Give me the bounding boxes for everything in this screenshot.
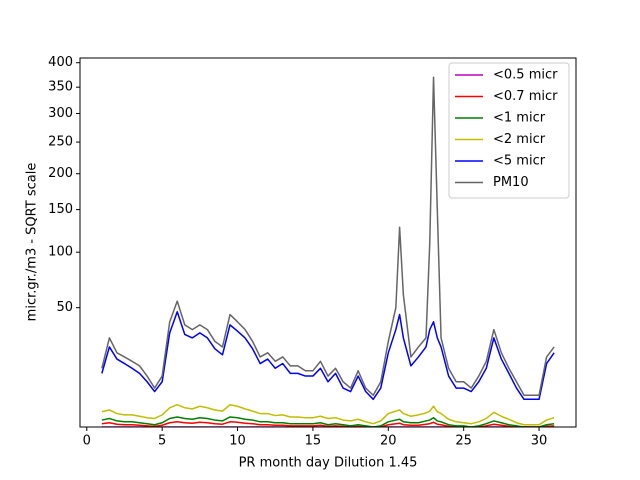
y-tick-label: 400 bbox=[48, 55, 73, 70]
series-line bbox=[101, 403, 555, 426]
legend-label: <5 micr bbox=[493, 154, 546, 169]
legend: <0.5 micr <0.7 micr <1 micr <2 micr <5 micr P… bbox=[448, 62, 570, 199]
x-tick-label: 30 bbox=[531, 434, 548, 449]
legend-label: <2 micr bbox=[493, 132, 546, 147]
axes-frame bbox=[79, 57, 577, 428]
x-tick-label: 0 bbox=[83, 434, 91, 449]
x-axis-label: PR month day Dilution 1.45 bbox=[239, 456, 418, 471]
legend-label: <0.5 micr bbox=[493, 68, 558, 83]
y-tick-label: 350 bbox=[48, 80, 73, 95]
series-line bbox=[101, 76, 555, 397]
series-line bbox=[101, 311, 555, 401]
y-axis-label: micr.gr./m3 - SQRT scale bbox=[25, 163, 40, 322]
y-tick-label: 250 bbox=[48, 135, 73, 150]
legend-label: <0.7 micr bbox=[493, 89, 558, 104]
x-tick-label: 25 bbox=[455, 434, 472, 449]
y-tick-label: 150 bbox=[48, 202, 73, 217]
legend-label: <1 micr bbox=[493, 111, 546, 126]
y-tick-label: 100 bbox=[48, 245, 73, 260]
series-line bbox=[101, 421, 555, 427]
x-tick-label: 15 bbox=[305, 434, 322, 449]
y-tick-label: 200 bbox=[48, 166, 73, 181]
y-tick-label: 300 bbox=[48, 106, 73, 121]
x-tick-label: 10 bbox=[229, 434, 246, 449]
x-tick-label: 5 bbox=[158, 434, 166, 449]
legend-label: PM10 bbox=[493, 175, 529, 190]
x-tick-label: 20 bbox=[380, 434, 397, 449]
series-line bbox=[101, 416, 555, 427]
plot-area bbox=[101, 76, 555, 427]
y-tick-label: 50 bbox=[56, 300, 73, 315]
